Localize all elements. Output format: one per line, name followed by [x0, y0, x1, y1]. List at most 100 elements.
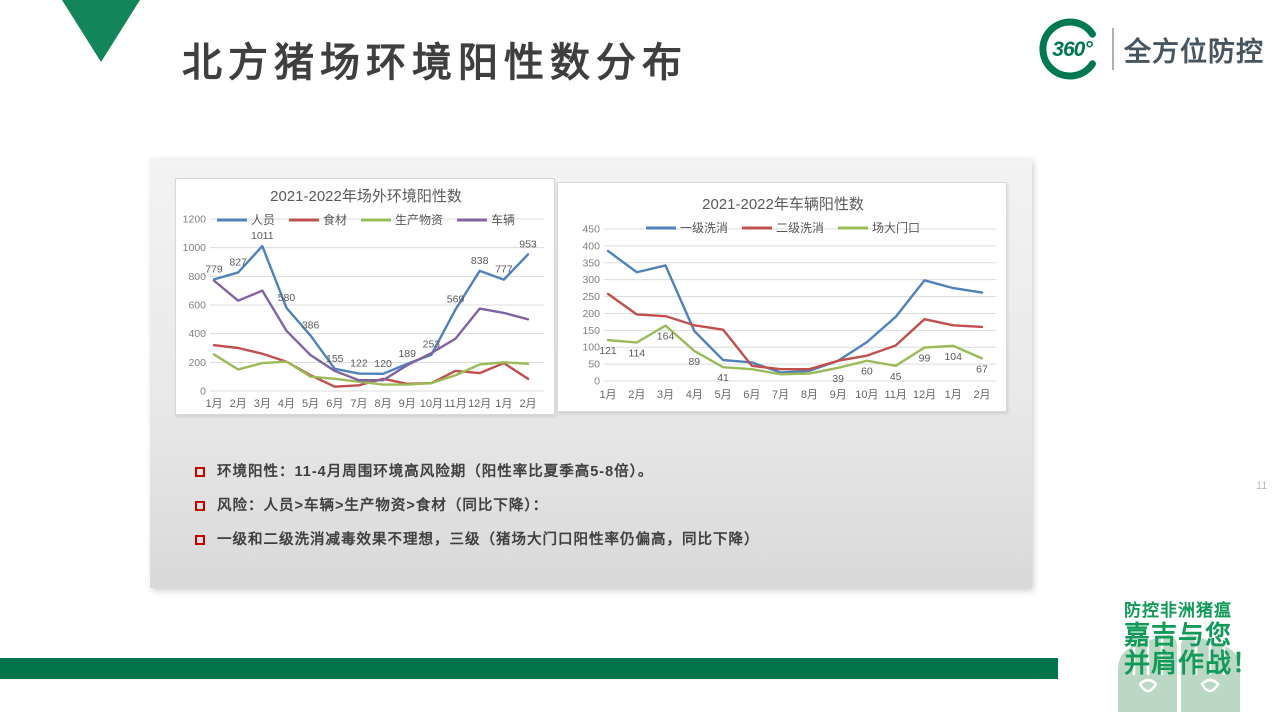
data-label: 60: [861, 366, 873, 378]
footer-tagline: 防控非洲猪瘟: [1124, 601, 1232, 620]
series-line-生产物资: [212, 353, 530, 386]
gridlines: 0 200 400 600 800 1000 1200: [183, 214, 544, 398]
circle-arc-icon: [1039, 18, 1096, 80]
data-label: 386: [302, 320, 320, 332]
data-label: 838: [471, 255, 489, 267]
data-label: 569: [447, 293, 465, 305]
data-labels-人员: 779 827 1011 580 386 155 122 120 189 253 569 838 777…: [205, 230, 537, 370]
y-axis-tick-label: 1200: [183, 214, 207, 226]
data-label: 1011: [251, 230, 274, 242]
data-label: 779: [205, 263, 223, 275]
bullet-item: 环境阳性：11-4月周围环境高风险期（阳性率比夏季高5-8倍）。: [195, 464, 760, 481]
x-axis-labels: 1月 2月 3月 4月 5月 6月 7月 8月 9月 10月 11月 12月 1月 2月: [599, 389, 990, 401]
x-axis-tick-label: 2月: [230, 398, 247, 410]
series-line-人员: [212, 244, 530, 376]
legend-item-人员: 人员: [217, 213, 275, 227]
x-axis-tick-label: 10月: [420, 398, 443, 410]
footer-line-2: 并肩作战！: [1124, 648, 1260, 678]
y-axis-tick-label: 200: [582, 308, 600, 320]
x-axis-tick-label: 2月: [628, 389, 645, 401]
y-axis-tick-label: 200: [188, 357, 206, 369]
y-axis-tick-label: 50: [588, 359, 600, 371]
series-line-场大门口: [606, 324, 984, 376]
series-line-二级洗消: [606, 292, 984, 371]
x-axis-tick-label: 6月: [326, 398, 343, 410]
x-axis-tick-label: 4月: [686, 389, 703, 401]
data-label: 164: [657, 331, 675, 343]
bullet-item: 一级和二级洗消减毒效果不理想，三级（猪场大门口阳性率仍偏高，同比下降）: [195, 532, 760, 549]
x-axis-tick-label: 5月: [715, 389, 732, 401]
x-axis-tick-label: 4月: [278, 398, 295, 410]
x-axis-tick-label: 10月: [855, 389, 878, 401]
x-axis-tick-label: 5月: [302, 398, 319, 410]
data-label: 45: [890, 371, 902, 383]
bullet-list: 环境阳性：11-4月周围环境高风险期（阳性率比夏季高5-8倍）。 风险：人员>车辆…: [195, 464, 760, 549]
chart-legend: 一级洗消 二级洗消 场大门口: [646, 220, 920, 235]
y-axis-tick-label: 300: [582, 274, 600, 286]
x-axis-tick-label: 2月: [519, 398, 536, 410]
x-axis-tick-label: 12月: [468, 398, 491, 410]
x-axis-tick-label: 3月: [657, 389, 674, 401]
data-label: 41: [717, 372, 729, 384]
x-axis-tick-label: 1月: [205, 398, 222, 410]
bullet-text: 环境阳性：11-4月周围环境高风险期（阳性率比夏季高5-8倍）。: [217, 464, 654, 480]
y-axis-tick-label: 150: [582, 325, 600, 337]
bullet-square-icon: [195, 535, 205, 545]
legend-item-生产物资: 生产物资: [361, 213, 443, 227]
x-axis-tick-label: 7月: [350, 398, 367, 410]
data-label: 122: [350, 358, 368, 370]
x-axis-tick-label: 11月: [444, 398, 466, 410]
legend-label: 生产物资: [395, 213, 443, 227]
logo-360-circle: 360°: [1038, 16, 1104, 82]
data-label: 99: [919, 353, 931, 365]
y-axis-tick-label: 1000: [183, 242, 207, 254]
footer-banner: 防控非洲猪瘟 嘉吉与您 并肩作战！: [1100, 596, 1260, 716]
line-chart-svg: 2021-2022年场外环境阳性数 0 200 400 600 800 1000 1200 1月…: [183, 187, 544, 410]
page-title: 北方猪场环境阳性数分布: [182, 41, 688, 85]
legend-label: 一级洗消: [680, 221, 728, 235]
bullet-text: 一级和二级洗消减毒效果不理想，三级（猪场大门口阳性率仍偏高，同比下降）: [217, 532, 760, 548]
data-label: 120: [374, 358, 392, 370]
bullet-text: 风险：人员>车辆>生产物资>食材（同比下降）：: [217, 498, 549, 514]
x-axis-tick-label: 1月: [495, 398, 512, 410]
content-panel: 2021-2022年场外环境阳性数 0 200 400 600 800 1000 1200 1月…: [150, 158, 1032, 588]
data-label: 777: [495, 264, 513, 276]
chart-outside-environment: 2021-2022年场外环境阳性数 0 200 400 600 800 1000 1200 1月…: [175, 178, 555, 415]
series-line-车辆: [212, 279, 530, 382]
x-axis-tick-label: 6月: [743, 389, 760, 401]
y-axis-tick-label: 800: [188, 271, 206, 283]
legend-item-一级洗消: 一级洗消: [646, 221, 728, 235]
brand-logo: 360° 全方位防控: [1038, 16, 1264, 82]
y-axis-tick-label: 350: [582, 257, 600, 269]
chart-legend: 人员 食材 生产物资 车辆: [217, 212, 515, 227]
bullet-square-icon: [195, 501, 205, 511]
gridlines: 0 50 100 150 200 250 300 350 400 450: [582, 224, 996, 388]
x-axis-tick-label: 8月: [801, 389, 818, 401]
data-label: 155: [326, 353, 344, 365]
data-label: 67: [976, 363, 988, 375]
legend-item-车辆: 车辆: [457, 212, 515, 227]
y-axis-tick-label: 250: [582, 291, 600, 303]
x-axis-labels: 1月 2月 3月 4月 5月 6月 7月 8月 9月 10月 11月 12月 1月 2月: [205, 398, 536, 410]
y-axis-tick-label: 100: [582, 342, 600, 354]
data-label: 121: [599, 345, 617, 357]
y-axis-tick-label: 600: [188, 300, 206, 312]
bullet-item: 风险：人员>车辆>生产物资>食材（同比下降）：: [195, 498, 760, 515]
page-number: 11: [1256, 480, 1268, 492]
legend-item-二级洗消: 二级洗消: [742, 221, 824, 235]
footer-text: 防控非洲猪瘟 嘉吉与您 并肩作战！: [1100, 596, 1260, 677]
data-labels-场大门口: 121 114 164 89 41 39 60 45 99 104 67: [599, 331, 988, 385]
x-axis-tick-label: 11月: [884, 389, 906, 401]
x-axis-tick-label: 9月: [399, 398, 416, 410]
footer-line-1: 嘉吉与您: [1124, 620, 1233, 650]
legend-label: 场大门口: [872, 220, 920, 235]
x-axis-tick-label: 2月: [973, 389, 990, 401]
y-axis-tick-label: 450: [582, 224, 600, 236]
fist-bump-graphic: [1118, 635, 1240, 712]
logo-360-text: 360°: [1052, 38, 1092, 61]
y-axis-tick-label: 0: [200, 386, 206, 398]
logo-divider: [1112, 28, 1114, 70]
data-label: 114: [628, 347, 645, 359]
data-label: 104: [944, 351, 962, 363]
data-label: 89: [688, 356, 700, 368]
